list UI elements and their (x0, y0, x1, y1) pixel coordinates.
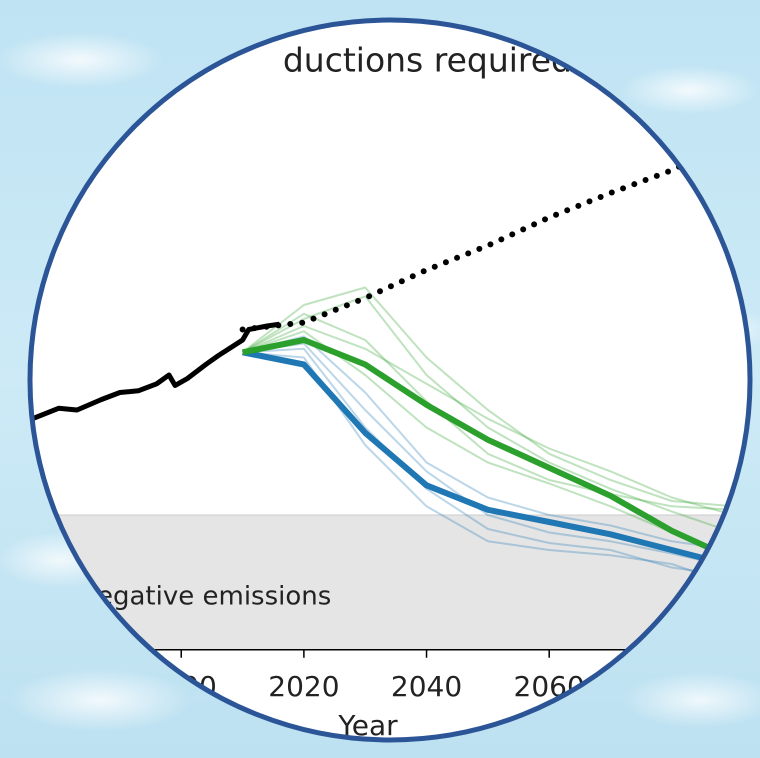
series-line (242, 337, 735, 562)
series-line (30, 321, 280, 423)
series-line (242, 335, 734, 551)
series-line (242, 349, 734, 569)
x-tick-label: 2040 (391, 670, 462, 703)
series-line (241, 286, 734, 508)
x-tick-label: 2060 (514, 670, 585, 703)
series-line (242, 342, 734, 569)
annotation: egative emissions (97, 582, 331, 612)
x-tick-label: 2020 (268, 670, 339, 703)
x-axis-label: Year (337, 709, 398, 742)
lens-border (27, 17, 753, 743)
series-line (242, 347, 734, 578)
series-line (242, 325, 734, 516)
series-line (239, 137, 737, 333)
x-tick-label: 2080 (636, 670, 707, 703)
series-line (242, 312, 734, 511)
